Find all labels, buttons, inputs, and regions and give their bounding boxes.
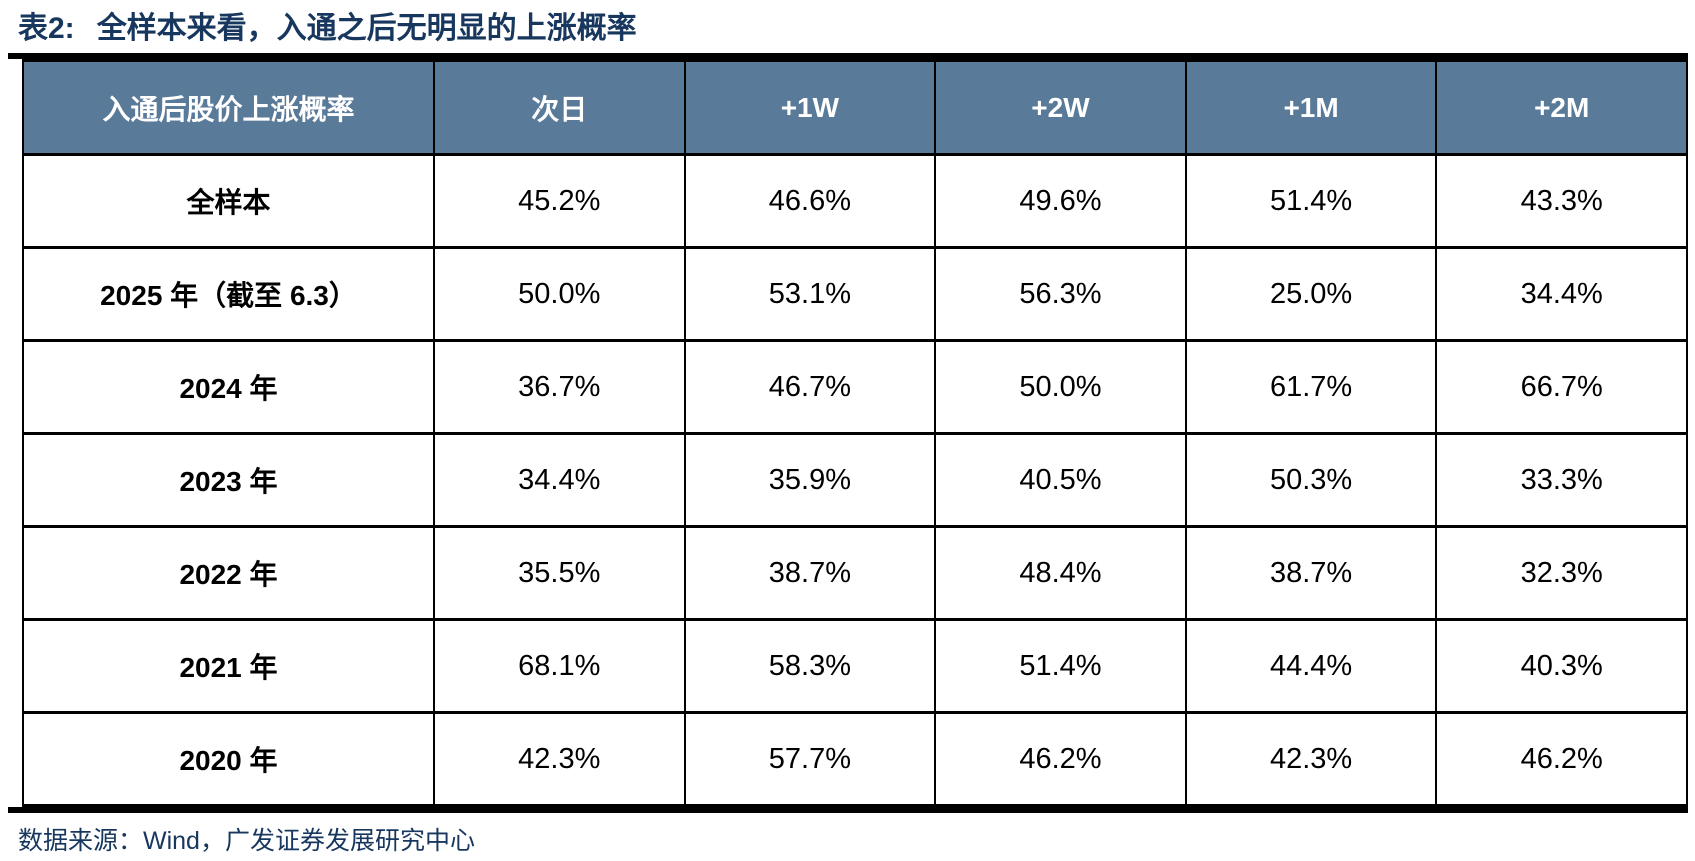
- value-cell: 34.4%: [433, 432, 686, 528]
- value-cell: 66.7%: [1435, 339, 1688, 435]
- table-title-text: 全样本来看，入通之后无明显的上涨概率: [96, 12, 637, 45]
- value-cell: 50.0%: [433, 246, 686, 342]
- table-row-2021: 2021 年 68.1% 58.3% 51.4% 44.4% 40.3%: [22, 618, 1688, 714]
- table-row-2025: 2025 年（截至 6.3） 50.0% 53.1% 56.3% 25.0% 3…: [22, 246, 1688, 342]
- value-cell: 33.3%: [1435, 432, 1688, 528]
- row-label: 2025 年（截至 6.3）: [22, 246, 435, 342]
- value-cell: 35.9%: [683, 432, 937, 528]
- row-label: 2024 年: [22, 339, 435, 435]
- value-cell: 45.2%: [433, 153, 686, 249]
- table-row-2022: 2022 年 35.5% 38.7% 48.4% 38.7% 32.3%: [22, 525, 1688, 621]
- column-header-2w: +2W: [934, 59, 1187, 156]
- value-cell: 49.6%: [934, 153, 1187, 249]
- row-label: 2020 年: [22, 711, 435, 807]
- column-header-next-day: 次日: [433, 59, 686, 156]
- value-cell: 38.7%: [1184, 525, 1438, 621]
- table-container: 入通后股价上涨概率 次日 +1W +2W +1M +2M 全样本 45.2% 4…: [8, 53, 1688, 813]
- value-cell: 53.1%: [683, 246, 937, 342]
- value-cell: 61.7%: [1184, 339, 1438, 435]
- value-cell: 35.5%: [433, 525, 686, 621]
- value-cell: 57.7%: [683, 711, 937, 807]
- value-cell: 56.3%: [934, 246, 1187, 342]
- column-header-2m: +2M: [1435, 59, 1688, 156]
- row-label: 2023 年: [22, 432, 435, 528]
- value-cell: 36.7%: [433, 339, 686, 435]
- value-cell: 46.7%: [683, 339, 937, 435]
- table-row-2023: 2023 年 34.4% 35.9% 40.5% 50.3% 33.3%: [22, 432, 1688, 528]
- table-row-2020: 2020 年 42.3% 57.7% 46.2% 42.3% 46.2%: [22, 711, 1688, 807]
- value-cell: 38.7%: [683, 525, 937, 621]
- value-cell: 50.0%: [934, 339, 1187, 435]
- value-cell: 34.4%: [1435, 246, 1688, 342]
- value-cell: 46.6%: [683, 153, 937, 249]
- row-label: 2022 年: [22, 525, 435, 621]
- data-source-note: 数据来源：Wind，广发证券发展研究中心: [18, 827, 475, 855]
- value-cell: 44.4%: [1184, 618, 1438, 714]
- value-cell: 51.4%: [934, 618, 1187, 714]
- row-label: 2021 年: [22, 618, 435, 714]
- column-header-label: 入通后股价上涨概率: [22, 59, 435, 156]
- value-cell: 42.3%: [1184, 711, 1438, 807]
- value-cell: 32.3%: [1435, 525, 1688, 621]
- table-row-2024: 2024 年 36.7% 46.7% 50.0% 61.7% 66.7%: [22, 339, 1688, 435]
- value-cell: 68.1%: [433, 618, 686, 714]
- table-title: 表2: 全样本来看，入通之后无明显的上涨概率: [0, 0, 1695, 53]
- column-header-1m: +1M: [1184, 59, 1438, 156]
- value-cell: 25.0%: [1184, 246, 1438, 342]
- value-cell: 40.5%: [934, 432, 1187, 528]
- table-header-row: 入通后股价上涨概率 次日 +1W +2W +1M +2M: [22, 59, 1688, 156]
- probability-table: 入通后股价上涨概率 次日 +1W +2W +1M +2M 全样本 45.2% 4…: [22, 59, 1688, 807]
- value-cell: 40.3%: [1435, 618, 1688, 714]
- value-cell: 48.4%: [934, 525, 1187, 621]
- table-title-number: 表2:: [18, 12, 75, 45]
- table-row-full-sample: 全样本 45.2% 46.6% 49.6% 51.4% 43.3%: [22, 153, 1688, 249]
- row-label: 全样本: [22, 153, 435, 249]
- column-header-1w: +1W: [683, 59, 937, 156]
- value-cell: 51.4%: [1184, 153, 1438, 249]
- value-cell: 46.2%: [934, 711, 1187, 807]
- value-cell: 42.3%: [433, 711, 686, 807]
- value-cell: 58.3%: [683, 618, 937, 714]
- value-cell: 50.3%: [1184, 432, 1438, 528]
- value-cell: 43.3%: [1435, 153, 1688, 249]
- value-cell: 46.2%: [1435, 711, 1688, 807]
